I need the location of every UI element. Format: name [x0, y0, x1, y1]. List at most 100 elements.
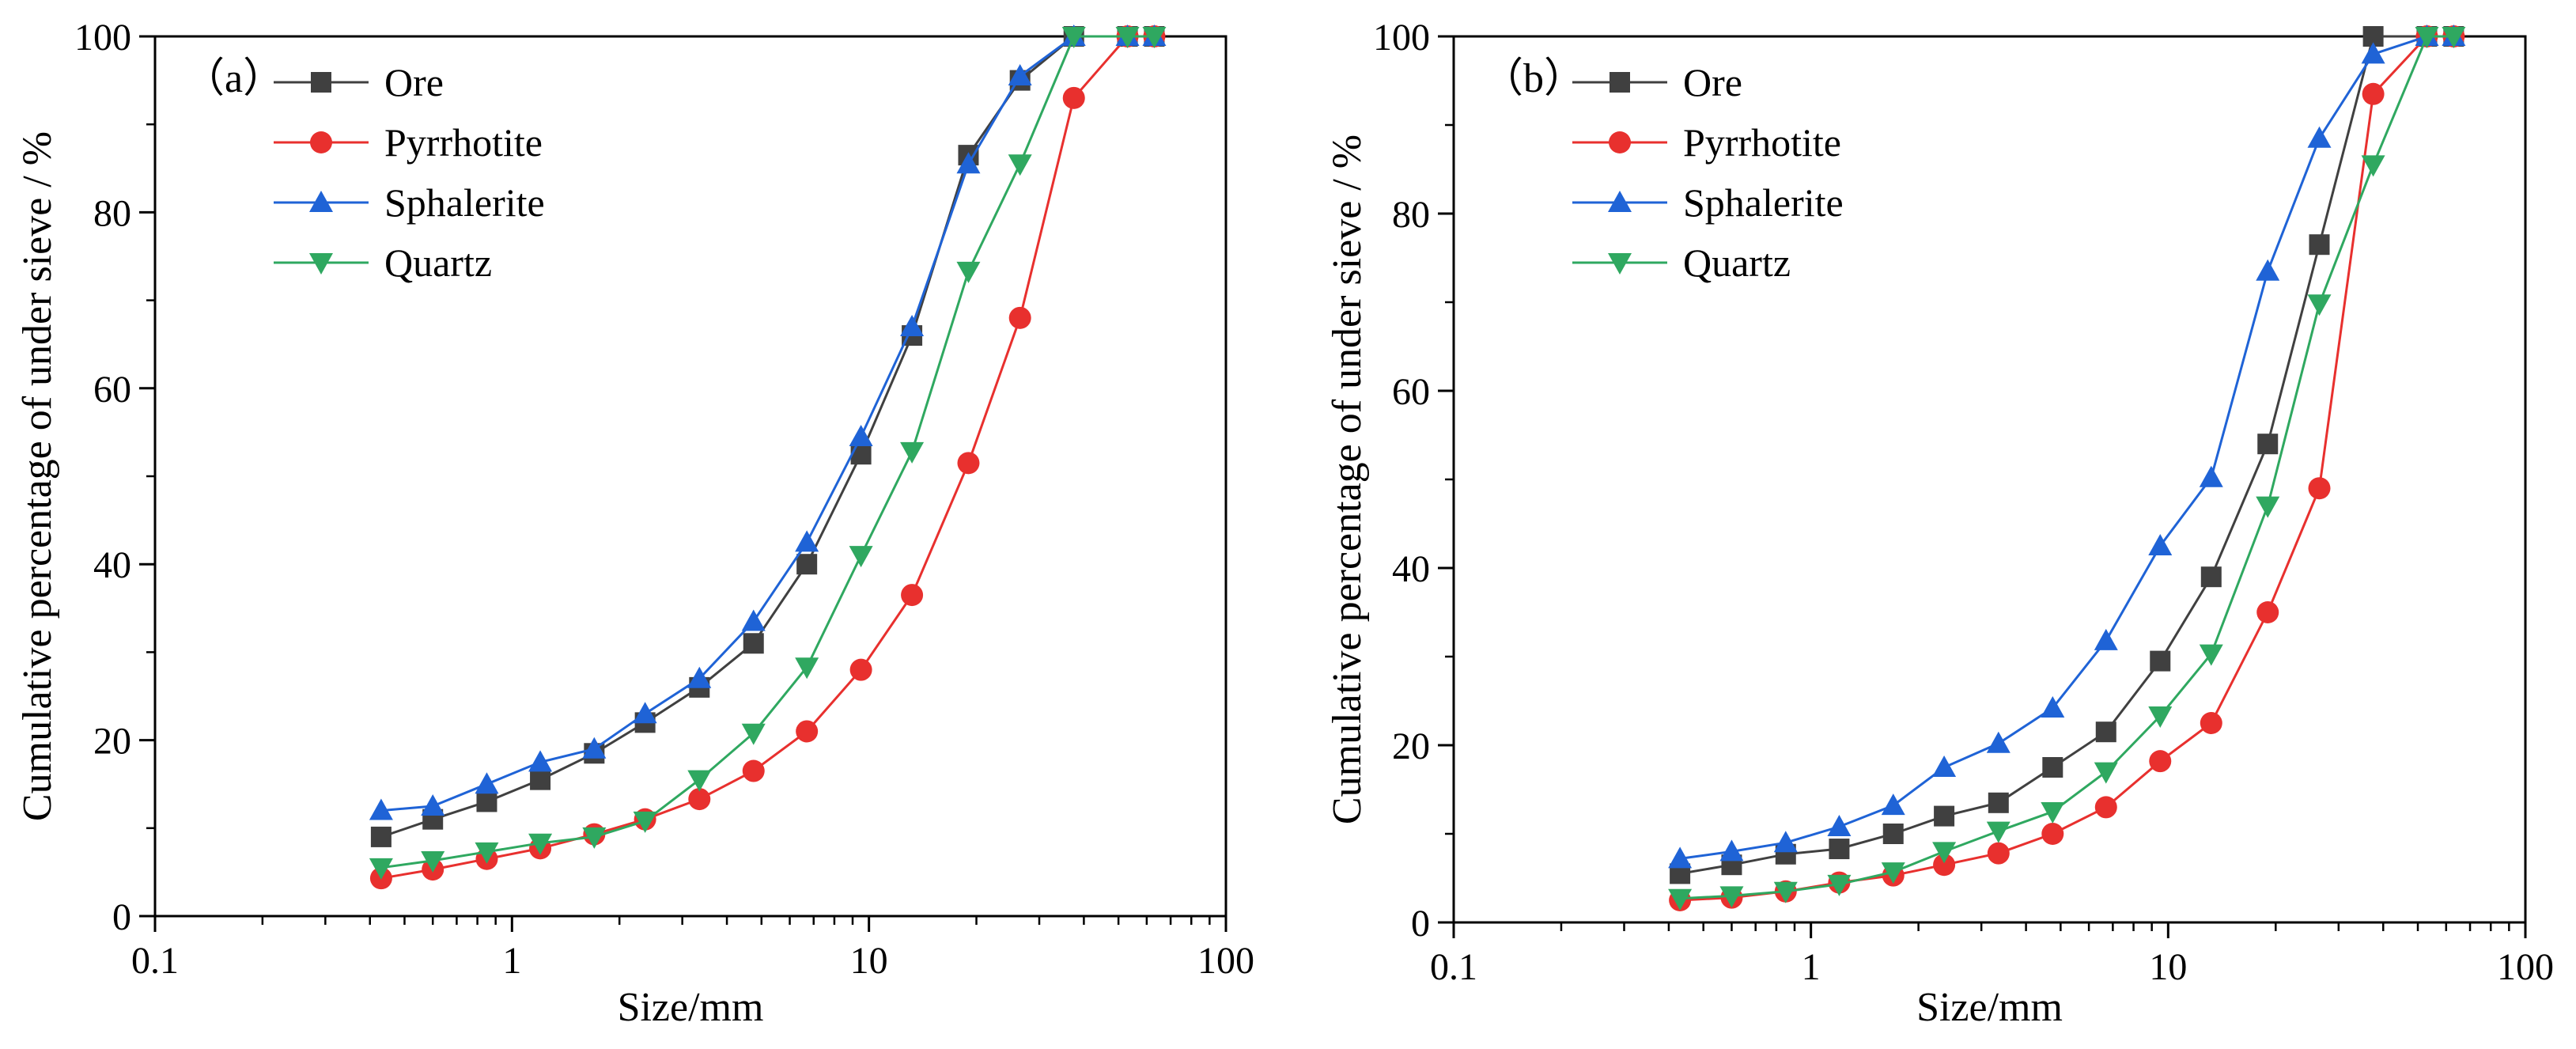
data-point — [2257, 434, 2279, 455]
data-point — [795, 530, 819, 552]
legend-marker — [1610, 72, 1630, 93]
x-tick-label: 1 — [502, 940, 521, 982]
data-point — [528, 750, 553, 772]
series-quartz — [1668, 27, 2466, 911]
data-point — [2150, 650, 2171, 672]
data-point — [796, 720, 819, 743]
data-point — [2042, 757, 2063, 778]
data-point — [1986, 731, 2010, 753]
data-point — [2256, 259, 2280, 281]
y-tick-label: 20 — [1392, 725, 1430, 767]
panel-label: （b） — [1482, 56, 1585, 101]
series-line — [380, 35, 1155, 880]
data-point — [2200, 712, 2222, 734]
series-line — [1680, 35, 2454, 900]
data-point — [2149, 750, 2172, 773]
data-point — [633, 702, 657, 724]
legend-item: Sphalerite — [1572, 180, 1844, 225]
data-point — [369, 858, 393, 880]
data-point — [2442, 27, 2466, 48]
x-axis-label: Size/mm — [1916, 985, 2063, 1030]
data-point — [1773, 881, 1798, 903]
series-quartz — [369, 27, 1167, 880]
data-point — [2094, 628, 2118, 650]
legend-item: Pyrrhotite — [274, 120, 543, 165]
data-point — [2307, 126, 2332, 148]
legend-item: Quartz — [1572, 240, 1791, 285]
legend-marker — [309, 253, 333, 275]
data-point — [1061, 27, 1086, 48]
x-tick-label: 10 — [2149, 946, 2187, 988]
panel-label: （a） — [183, 56, 284, 101]
y-tick-label: 40 — [93, 544, 131, 586]
legend-marker — [310, 131, 332, 153]
data-point — [1988, 792, 2009, 813]
legend-item: Ore — [1572, 60, 1742, 104]
chart-panel-b: 0.1 1 10 100 0 20 40 60 80 100 Size/mm Cumulative p… — [1325, 17, 2554, 1030]
legend-label: Quartz — [1683, 240, 1791, 285]
data-point — [2199, 644, 2223, 666]
data-point — [2041, 802, 2065, 824]
series-line — [1680, 35, 2454, 902]
legend-marker — [309, 191, 333, 212]
data-point — [2309, 234, 2330, 256]
data-point — [2308, 477, 2331, 500]
data-point — [1008, 154, 1032, 176]
data-point — [900, 441, 925, 464]
y-tick-label: 100 — [1373, 17, 1430, 59]
x-tick-label: 0.1 — [131, 940, 179, 982]
legend-item: Ore — [274, 60, 444, 104]
series-line — [1679, 35, 2454, 860]
data-point — [1142, 27, 1167, 48]
data-point — [530, 769, 551, 790]
data-point — [741, 723, 766, 745]
data-point — [849, 658, 872, 681]
data-point — [2415, 27, 2439, 48]
data-point — [1668, 846, 1693, 869]
data-point — [1881, 793, 1905, 816]
data-point — [2307, 294, 2332, 316]
data-point — [849, 424, 873, 446]
data-point — [956, 261, 981, 283]
data-point — [1719, 886, 1744, 908]
data-point — [900, 314, 925, 336]
data-point — [1115, 27, 1140, 48]
data-point — [2041, 695, 2065, 718]
legend-marker — [311, 72, 331, 93]
series-line — [380, 35, 1155, 869]
data-point — [795, 657, 819, 680]
data-point — [1882, 824, 1904, 844]
x-tick-label: 0.1 — [1430, 946, 1477, 988]
data-point — [1719, 839, 1744, 862]
legend-label: Quartz — [384, 240, 492, 285]
x-tick-label: 100 — [1197, 940, 1254, 982]
data-point — [742, 759, 765, 782]
chart-panel-a: 0.1 1 10 100 0 20 40 60 80 100 Size/mm Cumulative p… — [15, 17, 1254, 1030]
data-point — [582, 737, 607, 759]
data-point — [1008, 306, 1031, 329]
series-line — [1679, 35, 2454, 875]
legend-item: Pyrrhotite — [1572, 120, 1841, 165]
data-point — [743, 633, 764, 654]
series-line — [380, 35, 1155, 812]
data-point — [956, 152, 981, 174]
data-point — [2041, 823, 2064, 845]
legend-label: Ore — [384, 60, 444, 104]
data-point — [528, 833, 553, 855]
data-point — [796, 554, 818, 575]
data-point — [2361, 42, 2385, 64]
data-point — [2094, 762, 2118, 784]
data-point — [369, 798, 393, 820]
series-ore — [1670, 26, 2464, 884]
y-tick-label: 80 — [93, 192, 131, 234]
y-tick-label: 0 — [112, 896, 131, 938]
data-point — [2200, 566, 2222, 588]
data-point — [849, 546, 873, 568]
data-point — [741, 609, 766, 631]
data-point — [1062, 86, 1085, 109]
series-sphalerite — [369, 25, 1167, 820]
data-point — [2256, 496, 2280, 518]
data-point — [582, 827, 607, 849]
legend-label: Pyrrhotite — [1683, 120, 1841, 165]
y-tick-label: 40 — [1392, 548, 1430, 590]
